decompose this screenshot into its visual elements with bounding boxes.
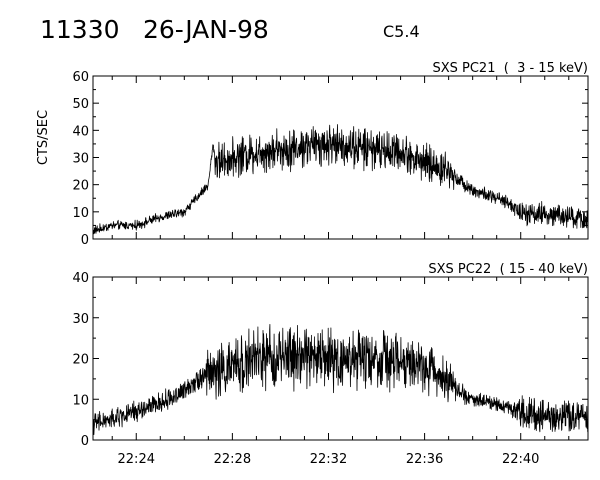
x-tick-label: 22:36 <box>406 452 443 467</box>
event-date: 26-JAN-98 <box>143 15 269 44</box>
y-tick-label: 40 <box>72 124 89 139</box>
x-tick-label: 22:24 <box>118 452 155 467</box>
y-tick-label: 0 <box>81 434 89 449</box>
event-id: 11330 <box>40 15 120 44</box>
panel-pc21: SXS PC21 ( 3 - 15 keV) 0 10 20 30 40 50 60 CTS/S… <box>36 61 589 248</box>
y-tick-label: 30 <box>72 312 89 327</box>
x-tick-label: 22:32 <box>310 452 347 467</box>
y-tick-label: 50 <box>72 97 89 112</box>
series-line <box>92 323 589 436</box>
panel-title: SXS PC21 ( 3 - 15 keV) <box>432 61 588 76</box>
y-tick-label: 30 <box>72 152 89 167</box>
y-tick-label: 0 <box>81 233 89 248</box>
y-tick-label: 20 <box>72 353 89 368</box>
panel-title: SXS PC22 ( 15 - 40 keV) <box>428 262 588 277</box>
y-tick-label: 10 <box>72 206 89 221</box>
y-tick-label: 40 <box>72 271 89 286</box>
y-axis-label: CTS/SEC <box>36 110 51 165</box>
y-tick-label: 60 <box>72 70 89 85</box>
y-tick-label: 10 <box>72 393 89 408</box>
flare-class: C5.4 <box>383 22 420 41</box>
series-line <box>92 124 589 235</box>
panel-pc22: SXS PC22 ( 15 - 40 keV) 0 10 20 30 40 22:24 22:… <box>72 262 589 467</box>
x-tick-label: 22:28 <box>214 452 251 467</box>
y-tick-label: 20 <box>72 179 89 194</box>
x-tick-label: 22:40 <box>502 452 539 467</box>
